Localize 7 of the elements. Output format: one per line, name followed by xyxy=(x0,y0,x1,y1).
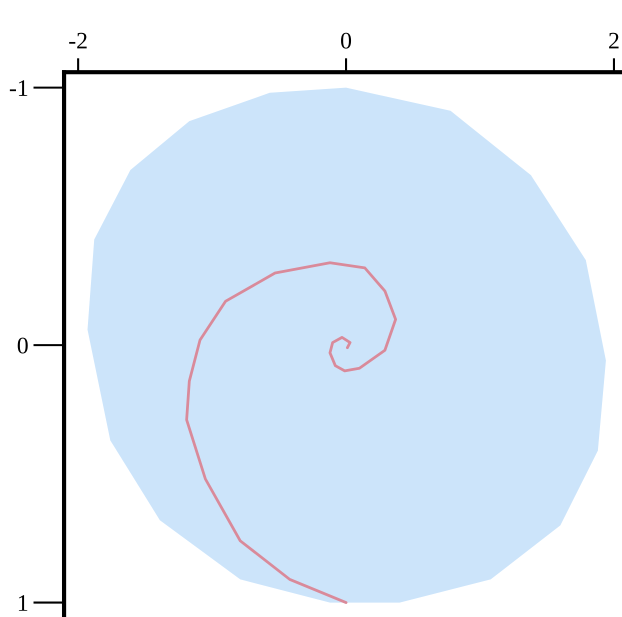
line-series xyxy=(185,261,397,604)
x-tick-label: -2 xyxy=(69,32,87,48)
y-tick-label: 1 xyxy=(18,595,28,611)
y-tick-label: 0 xyxy=(18,338,28,354)
x-tick-label: 0 xyxy=(341,32,352,49)
y-tick-label: -1 xyxy=(10,80,28,96)
x-tick-label: 2 xyxy=(609,32,619,48)
